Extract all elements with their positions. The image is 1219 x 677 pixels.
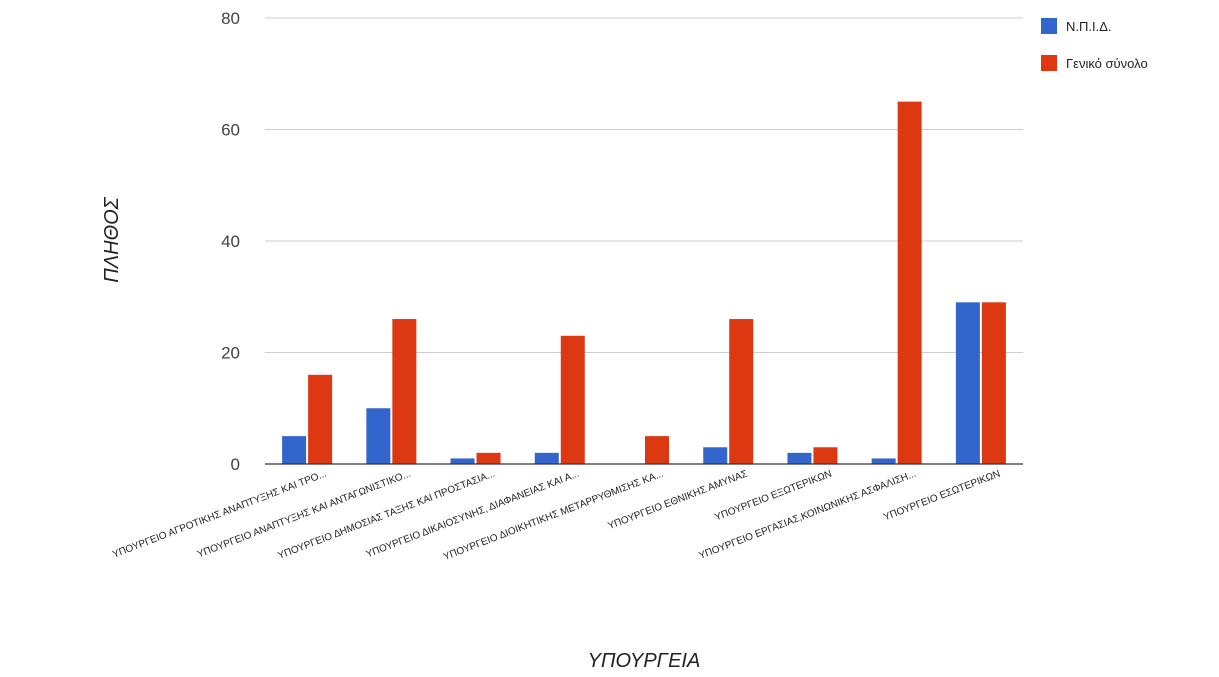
y-axis-ticks: 0 20 40 60 80 bbox=[221, 9, 240, 474]
bar bbox=[871, 458, 896, 464]
bar bbox=[703, 447, 728, 464]
legend-swatch bbox=[1041, 55, 1057, 71]
bar bbox=[560, 335, 585, 464]
bar bbox=[645, 436, 669, 464]
bar bbox=[392, 319, 417, 464]
y-axis-title: ΠΛΗΘΟΣ bbox=[101, 196, 123, 282]
y-tick-label: 40 bbox=[221, 232, 240, 251]
y-tick-label: 0 bbox=[231, 455, 240, 474]
bar bbox=[729, 319, 754, 464]
bar bbox=[308, 374, 333, 464]
bar bbox=[476, 452, 501, 464]
bar bbox=[955, 302, 980, 464]
bar bbox=[787, 452, 812, 464]
x-axis-title: ΥΠΟΥΡΓΕΙΑ bbox=[588, 650, 701, 672]
y-tick-label: 20 bbox=[221, 344, 240, 363]
bar bbox=[282, 436, 307, 464]
legend[interactable]: Ν.Π.Ι.Δ. Γενικό σύνολο bbox=[1041, 18, 1148, 71]
gridlines bbox=[265, 17, 1023, 353]
bar bbox=[897, 101, 922, 464]
bar bbox=[450, 458, 475, 464]
x-axis-labels: ΥΠΟΥΡΓΕΙΟ ΑΓΡΟΤΙΚΗΣ ΑΝΑΠΤΥΞΗΣ ΚΑΙ ΤΡΟ...… bbox=[111, 469, 1002, 563]
bar bbox=[366, 408, 391, 464]
y-tick-label: 60 bbox=[221, 121, 240, 140]
y-tick-label: 80 bbox=[221, 9, 240, 28]
bar bbox=[534, 452, 559, 464]
bar bbox=[813, 447, 838, 464]
legend-item-label[interactable]: Ν.Π.Ι.Δ. bbox=[1066, 19, 1112, 34]
legend-item-label[interactable]: Γενικό σύνολο bbox=[1066, 56, 1148, 71]
bars bbox=[282, 101, 1006, 464]
bar bbox=[981, 302, 1006, 464]
x-tick-label: ΥΠΟΥΡΓΕΙΟ ΕΘΝΙΚΗΣ ΑΜΥΝΑΣ bbox=[607, 469, 750, 533]
legend-swatch bbox=[1041, 18, 1057, 34]
